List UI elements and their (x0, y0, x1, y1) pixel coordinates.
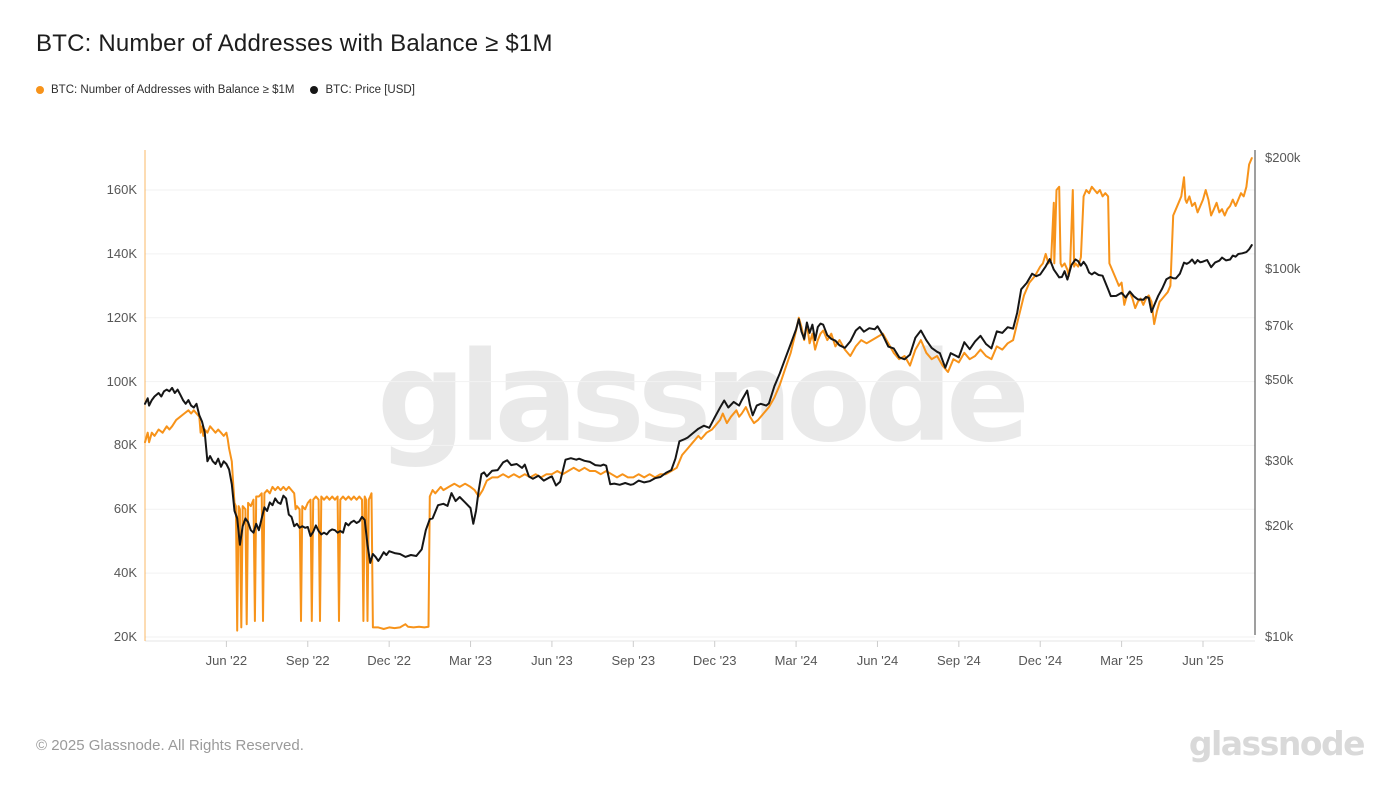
y-left-tick-label: 120K (106, 309, 137, 325)
x-tick-label: Sep '24 (937, 653, 981, 668)
y-right-tick-label: $50k (1265, 371, 1294, 387)
y-right-tick-label: $100k (1265, 260, 1301, 276)
legend-item-1[interactable]: BTC: Price [USD] (310, 84, 415, 96)
glassnode-logo: glassnode (1188, 724, 1366, 763)
legend-marker-icon (310, 86, 319, 94)
plot-area[interactable] (0, 0, 1400, 710)
x-tick-label: Dec '22 (367, 653, 411, 668)
y-right-tick-label: $20k (1265, 518, 1294, 534)
y-left-tick-label: 40K (113, 565, 137, 581)
x-tick-label: Sep '22 (285, 653, 330, 668)
y-right-tick-label: $30k (1265, 453, 1294, 469)
x-tick-label: Mar '25 (1100, 653, 1144, 668)
y-left-tick-label: 20K (113, 629, 137, 644)
y-left-tick-label: 80K (113, 437, 137, 453)
series-line-1 (144, 244, 1253, 564)
x-tick-label: Sep '23 (611, 653, 656, 668)
chart-title: BTC: Number of Addresses with Balance ≥ … (36, 30, 553, 57)
y-right-tick-label: $200k (1265, 150, 1301, 165)
legend-label: BTC: Number of Addresses with Balance ≥ … (51, 84, 295, 96)
series-line-0 (144, 157, 1253, 632)
y-right-tick-label: $70k (1265, 317, 1294, 333)
x-tick-label: Jun '24 (856, 653, 899, 668)
legend-label: BTC: Price [USD] (325, 84, 415, 96)
x-tick-label: Mar '23 (449, 653, 492, 668)
y-left-tick-label: 140K (106, 245, 137, 261)
x-tick-label: Jun '23 (531, 653, 573, 668)
y-left-tick-label: 100K (106, 373, 137, 389)
glassnode-watermark: glassnode (377, 326, 1030, 471)
chart-legend: BTC: Number of Addresses with Balance ≥ … (36, 84, 415, 96)
legend-item-0[interactable]: BTC: Number of Addresses with Balance ≥ … (36, 84, 294, 96)
y-left-tick-label: 60K (113, 501, 137, 517)
x-tick-label: Mar '24 (774, 653, 818, 668)
y-left-tick-label: 160K (106, 182, 137, 197)
legend-marker-icon (36, 86, 44, 94)
x-tick-label: Jun '25 (1182, 653, 1224, 668)
y-right-tick-label: $10k (1265, 629, 1294, 644)
x-tick-label: Dec '23 (692, 653, 737, 668)
x-tick-label: Dec '24 (1018, 653, 1063, 668)
copyright-text: © 2025 Glassnode. All Rights Reserved. (36, 737, 304, 754)
x-tick-label: Jun '22 (205, 653, 248, 668)
